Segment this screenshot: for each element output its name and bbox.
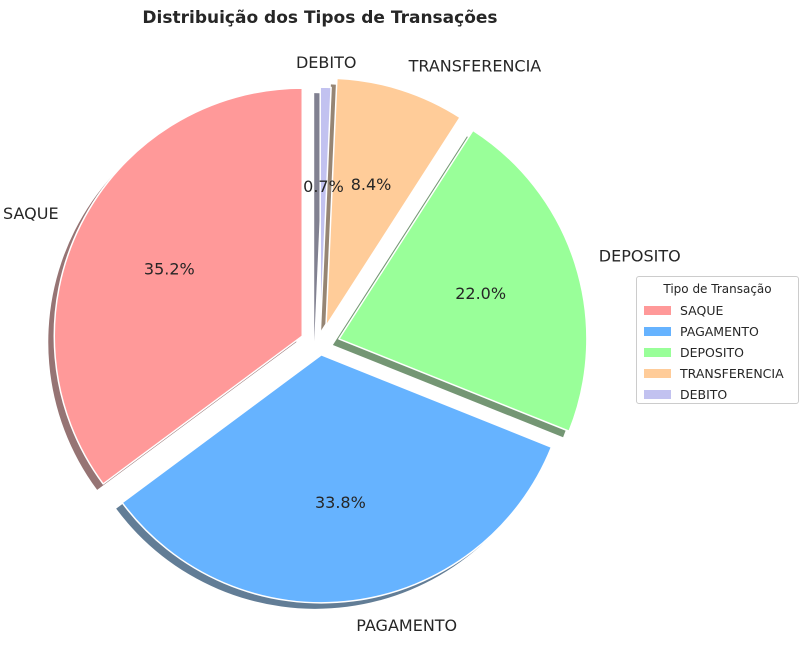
legend-swatch xyxy=(644,306,671,315)
pct-label-saque: 35.2% xyxy=(144,260,195,279)
legend-item-pagamento: PAGAMENTO xyxy=(637,321,798,342)
legend-label: TRANSFERENCIA xyxy=(680,366,784,381)
category-label-saque: SAQUE xyxy=(3,204,59,223)
legend-item-deposito: DEPOSITO xyxy=(637,342,798,363)
legend-swatch xyxy=(644,327,671,336)
legend-swatch xyxy=(644,348,671,357)
category-label-pagamento: PAGAMENTO xyxy=(356,616,457,635)
legend-label: DEPOSITO xyxy=(680,345,744,360)
pct-label-transferencia: 8.4% xyxy=(351,175,392,194)
pie-slice-transferencia xyxy=(325,77,461,327)
legend: Tipo de Transação SAQUE PAGAMENTO DEPOSITO… xyxy=(636,276,799,404)
legend-items: SAQUE PAGAMENTO DEPOSITO TRANSFERENCIA DEBIT… xyxy=(637,300,798,405)
legend-title: Tipo de Transação xyxy=(663,282,772,296)
legend-label: PAGAMENTO xyxy=(680,324,759,339)
pie-slice-deposito xyxy=(338,129,588,433)
legend-item-saque: SAQUE xyxy=(637,300,798,321)
legend-label: SAQUE xyxy=(680,303,724,318)
category-label-deposito: DEPOSITO xyxy=(599,246,681,265)
legend-label: DEBITO xyxy=(680,387,728,402)
pct-label-debito: 0.7% xyxy=(303,177,344,196)
legend-swatch xyxy=(644,390,671,399)
legend-item-debito: DEBITO xyxy=(637,384,798,405)
pct-label-pagamento: 33.8% xyxy=(315,493,366,512)
legend-item-transferencia: TRANSFERENCIA xyxy=(637,363,798,384)
pie-slice-pagamento xyxy=(121,354,553,604)
pie-slice-saque xyxy=(53,87,304,485)
category-label-debito: DEBITO xyxy=(296,53,357,72)
pct-label-deposito: 22.0% xyxy=(455,284,506,303)
pie-slice-debito xyxy=(319,86,332,336)
chart-title: Distribuição dos Tipos de Transações xyxy=(142,8,498,28)
legend-swatch xyxy=(644,369,671,378)
category-label-transferencia: TRANSFERENCIA xyxy=(408,57,542,76)
